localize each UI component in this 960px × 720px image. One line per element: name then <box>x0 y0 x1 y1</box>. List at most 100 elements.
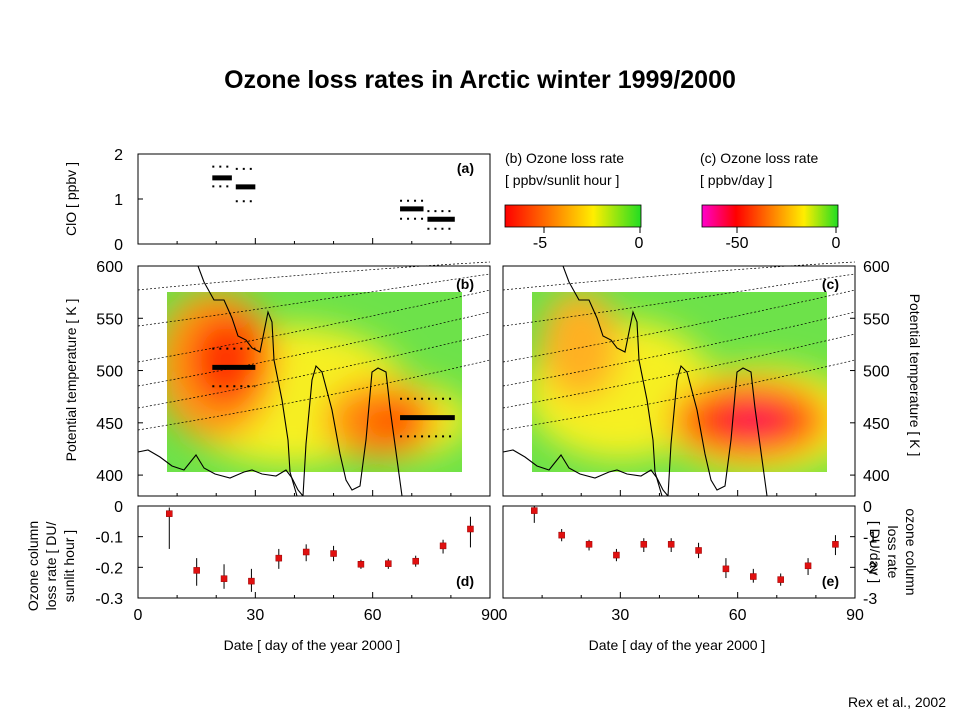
panel-b-ytick-3: 550 <box>96 311 123 328</box>
panel-d-point-9 <box>412 555 419 567</box>
panel-d-marker-9 <box>412 557 419 565</box>
panel-d-marks <box>166 507 474 592</box>
panel-e-xtick-3: 90 <box>846 607 864 624</box>
panel-c-ytick-3: 550 <box>863 311 890 328</box>
panel-e-ytick-3: -3 <box>863 591 877 608</box>
panel-e-marker-9 <box>777 576 784 583</box>
panel-b-ticks: 400 450 500 550 600 <box>96 259 491 496</box>
panel-e-point-4 <box>640 538 648 552</box>
panel-d-xtick-1: 30 <box>246 607 264 624</box>
panel-e-xlabel: Date [ day of the year 2000 ] <box>589 637 766 653</box>
panel-c-frame <box>502 265 856 497</box>
panel-a-ytick-0: 0 <box>114 237 123 254</box>
panel-e-marker-0 <box>531 507 538 514</box>
panel-a-marks <box>212 165 455 230</box>
panel-d-ticks: 0 -0.1 -0.2 -0.3 0 30 60 90 <box>95 499 499 624</box>
panel-e-xtick-2: 60 <box>729 607 747 624</box>
panel-a-segment-3 <box>427 210 455 230</box>
panel-b: 400 450 500 550 600 (b) Potential temperatur… <box>63 259 491 497</box>
panel-b-segment-0 <box>212 347 256 388</box>
panel-d-point-7 <box>357 559 365 569</box>
colorbar-b-label-line2: [ ppbv/sunlit hour ] <box>505 172 619 188</box>
panel-e-ylabel-line2: loss rate <box>885 526 901 579</box>
panel-d-ylabel-line1: Ozone column <box>25 521 41 611</box>
panel-a-ytick-1: 1 <box>114 192 123 209</box>
colorbar-b-label-line1: (b) Ozone loss rate <box>505 150 624 166</box>
panel-d-marker-0 <box>166 510 173 517</box>
panel-a-segment-2 <box>400 199 424 220</box>
panel-a-label: (a) <box>457 160 474 176</box>
panel-e-marker-11 <box>832 541 839 548</box>
panel-e-point-3 <box>613 548 620 562</box>
panel-d-point-3 <box>248 568 255 592</box>
panel-e-point-2 <box>585 539 593 551</box>
panel-d-ytick-3: -0.3 <box>95 591 123 608</box>
panel-d-point-1 <box>193 558 200 586</box>
panel-d-marker-5 <box>302 548 310 556</box>
colorbar-b: (b) Ozone loss rate [ ppbv/sunlit hour ]… <box>504 150 644 252</box>
panel-d-point-11 <box>467 516 474 548</box>
panel-d-xtick-2: 60 <box>364 607 382 624</box>
panel-d-label: (d) <box>456 573 474 589</box>
panel-e-label: (e) <box>822 573 839 589</box>
panel-d-marker-6 <box>330 550 337 557</box>
panel-e-frame <box>502 505 856 599</box>
panel-e-marker-8 <box>750 573 757 580</box>
panel-e-point-1 <box>558 529 565 542</box>
panel-d-marker-8 <box>385 560 392 567</box>
panel-b-ytick-0: 400 <box>96 468 123 485</box>
panel-e-point-11 <box>832 535 839 556</box>
panel-b-ytick-1: 450 <box>96 416 123 433</box>
colorbar-b-tick-0: -5 <box>533 235 547 252</box>
panel-d-point-6 <box>330 545 337 562</box>
panel-d-marker-2 <box>220 575 228 582</box>
panel-e-point-7 <box>722 558 730 579</box>
panel-a-ticks: 0 1 2 <box>114 147 491 254</box>
panel-d-point-2 <box>220 564 228 589</box>
panel-c-isentropes <box>502 261 856 431</box>
panel-a-frame <box>137 153 491 245</box>
panel-d-ytick-0: 0 <box>114 499 123 516</box>
panel-b-vortex-edge <box>137 265 403 497</box>
panel-e-marks <box>531 506 839 586</box>
panel-d-point-4 <box>275 548 283 569</box>
panel-d-marker-11 <box>467 525 474 533</box>
panel-a-segment-0 <box>212 165 232 188</box>
panel-b-segment-1 <box>400 397 455 438</box>
colorbar-c-tick-0: -50 <box>725 235 748 252</box>
panel-e-ylabel-line3: [ DU/day ] <box>867 521 883 583</box>
panel-d-marker-3 <box>248 577 255 585</box>
panel-d-ylabel-line2: loss rate [ DU/ <box>43 522 59 611</box>
panel-c-ytick-0: 400 <box>863 468 890 485</box>
panel-e-point-0 <box>531 506 538 523</box>
panel-e-marker-6 <box>695 547 702 554</box>
panel-c-ytick-1: 450 <box>863 416 890 433</box>
panel-d-ytick-2: -0.2 <box>95 560 123 577</box>
panel-d-point-8 <box>385 558 392 569</box>
panel-e-xtick-0: 0 <box>499 607 508 624</box>
panel-e-point-8 <box>750 568 757 583</box>
panel-e-marker-1 <box>558 531 565 539</box>
panel-e-marker-2 <box>585 541 593 548</box>
colorbar-c: (c) Ozone loss rate [ ppbv/day ] -50 0 <box>700 150 841 252</box>
panel-e-xtick-1: 30 <box>611 607 629 624</box>
panel-a-ylabel: ClO [ ppbv ] <box>63 162 79 236</box>
panel-c-label: (c) <box>822 276 839 292</box>
panel-c-vortex-edge <box>502 265 768 497</box>
panel-d-marker-10 <box>439 542 447 550</box>
panel-e-ticks: 0 -1 -2 -3 0 30 60 90 <box>499 499 878 624</box>
panel-d-ylabel-line3: sunlit hour ] <box>61 530 77 602</box>
panel-c-ylabel: Potential temperature [ K ] <box>907 294 923 457</box>
colorbar-c-bar <box>701 204 839 228</box>
panel-c-ytick-4: 600 <box>863 259 890 276</box>
panel-e-ytick-0: 0 <box>863 499 872 516</box>
panel-a-ytick-2: 2 <box>114 147 123 164</box>
panel-e: 0 -1 -2 -3 0 30 60 90 (e) ozone column loss rat… <box>499 499 919 653</box>
panel-b-ytick-4: 600 <box>96 259 123 276</box>
colorbar-b-bar <box>504 204 642 228</box>
panel-e-point-10 <box>804 558 812 575</box>
panel-c-ytick-2: 500 <box>863 364 890 381</box>
panel-c-heatmap <box>532 292 827 472</box>
panel-e-marker-3 <box>613 551 620 559</box>
panel-d-xtick-3: 90 <box>481 607 499 624</box>
